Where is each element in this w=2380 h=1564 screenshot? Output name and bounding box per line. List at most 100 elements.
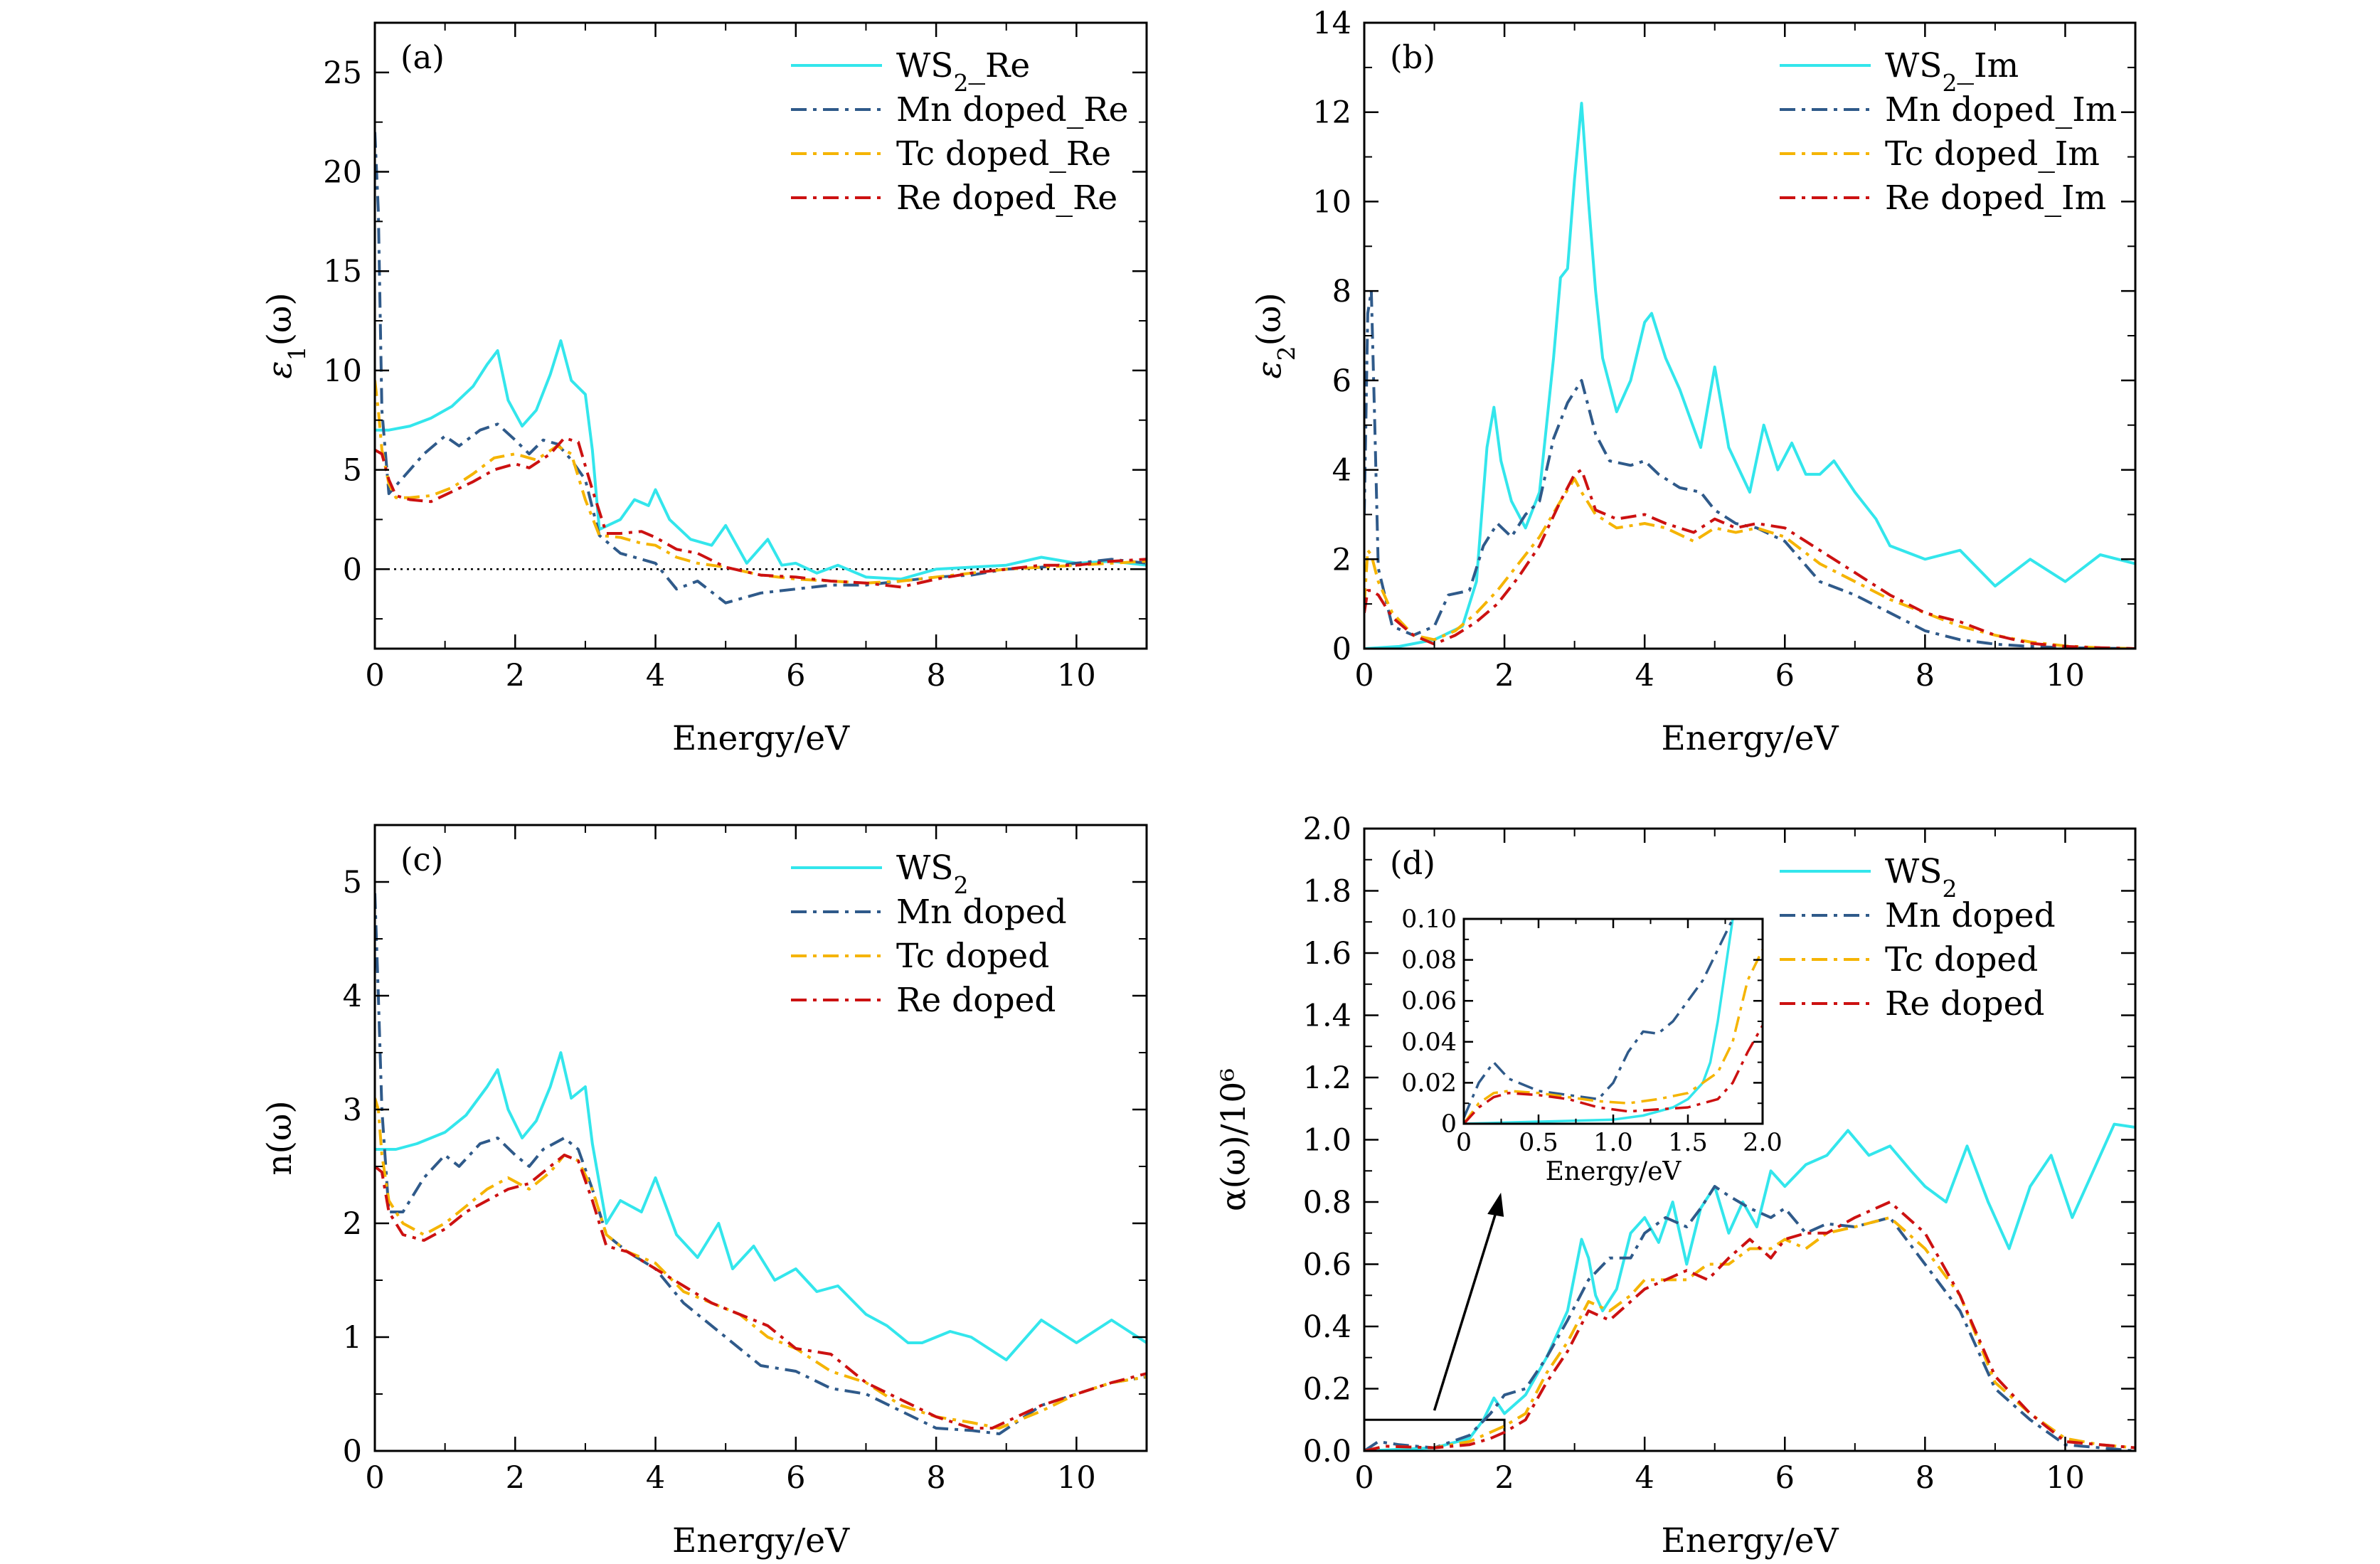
inset-series-tc-doped-line — [1464, 949, 1763, 1124]
panel-c-xtick-label: 0 — [365, 1460, 384, 1496]
panel-c-ytick-label: 2 — [343, 1206, 362, 1242]
panel-a-series-ws2-re-line — [375, 339, 1147, 581]
panel-a-panel-label: (a) — [400, 38, 445, 76]
panel-b-ytick-label: 2 — [1332, 542, 1351, 578]
inset-ytick-label: 0.02 — [1401, 1069, 1457, 1097]
panel-b-ytick-label: 4 — [1332, 453, 1351, 489]
panel-d-ytick-label: 0.0 — [1303, 1434, 1351, 1469]
panel-d-legend-label: Mn doped — [1885, 896, 2056, 935]
panel-d-series-re-doped-line — [1364, 1201, 2135, 1451]
panel-d-ytick-label: 1.0 — [1303, 1123, 1351, 1159]
inset-ytick-label: 0 — [1441, 1110, 1457, 1139]
panel-c-ytick-label: 0 — [343, 1434, 362, 1469]
panel-a: 0 2 4 6 8 10 0 5 10 15 20 25 Energy/eV ε1(ω) (a) WS2_Re… — [260, 21, 1148, 758]
panel-b-legend-label: Re doped_Im — [1885, 179, 2106, 218]
panel-c-legend-label: WS2 — [896, 849, 969, 899]
panel-d-ytick-label: 1.8 — [1303, 874, 1351, 910]
panel-b-ytick-label: 14 — [1312, 6, 1351, 41]
inset-ytick-label: 0.04 — [1401, 1028, 1457, 1057]
panel-b-ytick-label: 6 — [1332, 363, 1351, 399]
panel-c-series-ws2-line — [375, 1051, 1147, 1361]
panel-b-xtick-label: 2 — [1494, 658, 1514, 693]
inset-xtick-label: 0.5 — [1519, 1129, 1558, 1157]
panel-a-series-tc-doped-re-line — [375, 380, 1147, 585]
panel-a-legend-label: Tc doped_Re — [896, 134, 1111, 174]
panel-c-frame — [373, 824, 1148, 1452]
zoom-arrow — [1433, 1205, 1499, 1411]
panel-a-frame — [373, 21, 1148, 650]
panel-b-xtick-label: 8 — [1916, 658, 1935, 693]
panel-d-xtick-label: 2 — [1494, 1460, 1514, 1496]
panel-b-legend-label: WS2_Im — [1885, 46, 2019, 97]
panel-c-ytick-label: 1 — [343, 1320, 362, 1356]
panel-d-inset: 0 0.5 1.0 1.5 2.0 0 0.02 0.04 0.06 0.08 0.10 Energy… — [1401, 905, 1783, 1186]
inset-ytick-label: 0.08 — [1401, 947, 1457, 975]
panel-b-series-ws2-im-line — [1364, 102, 2135, 649]
panel-c-xtick-label: 10 — [1057, 1460, 1096, 1496]
panel-a-legend-label: Mn doped_Re — [896, 90, 1128, 129]
panel-d-ytick-label: 0.8 — [1303, 1185, 1351, 1220]
inset-xlabel: Energy/eV — [1546, 1157, 1682, 1186]
inset-ytick-label: 0.06 — [1401, 987, 1457, 1016]
panel-d-panel-label: (d) — [1390, 844, 1435, 882]
panel-d-xtick-label: 4 — [1635, 1460, 1654, 1496]
panel-a-xtick-label: 4 — [646, 658, 665, 693]
panel-a-ytick-label: 25 — [323, 55, 362, 91]
panel-d-series-ws2-line — [1364, 1122, 2135, 1451]
panel-a-legend-label: Re doped_Re — [896, 179, 1117, 218]
panel-a-ytick-label: 15 — [323, 254, 362, 289]
panel-d-xtick-label: 10 — [2046, 1460, 2085, 1496]
panel-a-ytick-label: 0 — [343, 552, 362, 587]
panel-b-ytick-label: 10 — [1312, 184, 1351, 220]
panel-c-ytick-label: 3 — [343, 1092, 362, 1128]
panel-c-xlabel: Energy/eV — [672, 1521, 850, 1560]
panel-b-xtick-label: 6 — [1775, 658, 1795, 693]
panel-c-panel-label: (c) — [400, 841, 443, 878]
panel-a-xtick-label: 8 — [926, 658, 945, 693]
panel-b-ytick-label: 8 — [1332, 274, 1351, 309]
panel-c-legend-label: Re doped — [896, 981, 1056, 1020]
panel-b-xtick-label: 4 — [1635, 658, 1654, 693]
panel-d-ytick-label: 0.6 — [1303, 1248, 1351, 1283]
panel-a-xtick-label: 0 — [365, 658, 384, 693]
inset-background — [1464, 919, 1763, 1124]
panel-b-ytick-label: 12 — [1312, 95, 1351, 131]
panel-c-xtick-label: 2 — [506, 1460, 525, 1496]
panel-b-ylabel: ε2(ω) — [1250, 292, 1300, 378]
panel-a-xtick-label: 6 — [786, 658, 805, 693]
inset-series-ws2-line — [1464, 919, 1734, 1124]
panel-d-ytick-label: 1.4 — [1303, 999, 1351, 1034]
panel-b: 0 2 4 6 8 10 0 2 4 6 8 10 12 14 Energy/eV ε2(ω) (b) WS2_I… — [1250, 6, 2137, 758]
panel-c-ytick-label: 5 — [343, 865, 362, 900]
panel-b-series-tc-doped-im-line — [1364, 477, 2135, 649]
panel-a-xlabel: Energy/eV — [672, 719, 850, 758]
panel-b-xtick-label: 10 — [2046, 658, 2085, 693]
panel-d-ytick-label: 1.6 — [1303, 936, 1351, 972]
panel-a-xtick-label: 10 — [1057, 658, 1096, 693]
panel-b-xtick-label: 0 — [1354, 658, 1374, 693]
panel-d-ytick-label: 1.2 — [1303, 1060, 1351, 1096]
panel-c-xtick-label: 6 — [786, 1460, 805, 1496]
panel-d-xtick-label: 0 — [1354, 1460, 1374, 1496]
panel-c-legend-label: Mn doped — [896, 893, 1067, 932]
panel-a-ytick-label: 20 — [323, 155, 362, 191]
panel-d-xtick-label: 6 — [1775, 1460, 1795, 1496]
panel-c-series-re-doped-line — [375, 1154, 1147, 1430]
panel-b-xlabel: Energy/eV — [1661, 719, 1839, 758]
panel-d: 0 2 4 6 8 10 0.0 0.2 0.4 0.6 0.8 1.0 1.2 1.4 1.6 1.8 2.0… — [1214, 812, 2137, 1560]
panel-c-ytick-label: 4 — [343, 979, 362, 1014]
panel-a-ylabel: ε1(ω) — [260, 292, 311, 378]
panel-d-ytick-label: 0.4 — [1303, 1309, 1351, 1345]
panel-d-ytick-label: 0.2 — [1303, 1372, 1351, 1408]
panel-d-ytick-label: 2.0 — [1303, 812, 1351, 847]
panel-d-legend-label: Re doped — [1885, 984, 2045, 1023]
panel-c-xtick-label: 4 — [646, 1460, 665, 1496]
zoom-arrow-head — [1487, 1192, 1504, 1217]
panel-d-legend-label: Tc doped — [1885, 940, 2038, 979]
panel-c-series-tc-doped-line — [375, 1097, 1147, 1430]
inset-series-re-doped-line — [1464, 1024, 1763, 1124]
